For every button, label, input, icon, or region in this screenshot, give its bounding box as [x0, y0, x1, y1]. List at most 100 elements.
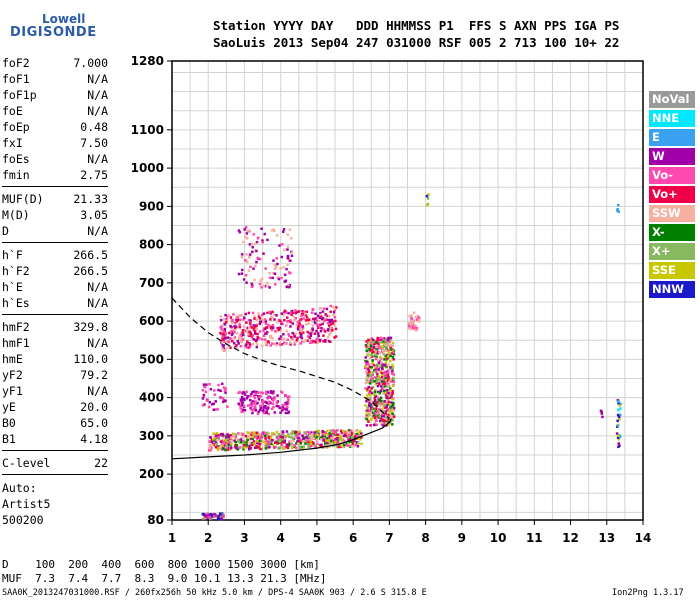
echo-point	[250, 285, 254, 289]
echo-point	[384, 376, 387, 380]
echo-point	[314, 341, 317, 344]
echo-point	[220, 328, 223, 331]
echo-point	[271, 432, 274, 435]
echo-point	[272, 405, 275, 409]
echo-point	[378, 391, 382, 394]
echo-point	[353, 442, 356, 445]
echo-point	[249, 332, 253, 336]
echo-point	[234, 440, 237, 444]
echo-point	[409, 319, 413, 322]
echo-point	[288, 228, 292, 231]
echo-point	[302, 340, 305, 344]
echo-point	[345, 434, 349, 437]
echo-point	[252, 233, 256, 236]
echo-point	[251, 342, 255, 346]
legend-item-nnw: NNW	[649, 281, 695, 298]
echo-point	[229, 337, 232, 340]
echo-point	[239, 407, 242, 410]
x-tick-label: 11	[526, 531, 543, 545]
echo-point	[252, 409, 255, 412]
echo-point	[264, 327, 267, 331]
echo-point	[263, 434, 267, 438]
echo-point	[228, 331, 231, 335]
echo-point	[389, 338, 392, 342]
echo-point	[245, 343, 248, 346]
echo-point	[381, 373, 384, 376]
footer-muf-row: MUF 7.3 7.4 7.7 8.3 9.0 10.1 13.3 21.3 […	[2, 572, 327, 585]
echo-point	[414, 326, 417, 330]
echo-point	[251, 400, 255, 403]
echo-point	[254, 446, 257, 449]
echo-point	[217, 436, 220, 439]
echo-point	[618, 404, 621, 407]
echo-point	[281, 433, 284, 436]
echo-point	[379, 338, 383, 341]
echo-point	[324, 442, 327, 446]
echo-point	[285, 267, 288, 271]
echo-point	[234, 316, 238, 319]
echo-point	[388, 403, 391, 406]
echo-point	[289, 325, 292, 328]
echo-point	[255, 444, 258, 448]
echo-point	[379, 419, 382, 423]
echo-point	[352, 445, 355, 448]
echo-point	[325, 429, 329, 433]
echo-point	[316, 317, 319, 321]
echo-point	[318, 313, 322, 316]
param-key: foE	[2, 104, 23, 118]
echo-point	[370, 387, 373, 390]
param-value: N/A	[87, 280, 108, 294]
echo-point	[268, 272, 271, 275]
echo-point	[305, 323, 308, 326]
echo-point	[275, 440, 279, 443]
echo-point	[304, 442, 307, 445]
echo-point	[252, 324, 256, 327]
echo-point	[315, 439, 319, 442]
echo-point	[282, 333, 285, 336]
echo-point	[366, 406, 369, 409]
echo-point	[371, 371, 375, 374]
echo-point	[336, 439, 340, 442]
echo-point	[229, 319, 233, 322]
echo-point	[376, 372, 379, 376]
echo-point	[391, 363, 394, 367]
echo-point	[266, 407, 269, 411]
echo-point	[281, 405, 285, 409]
echo-point	[209, 513, 212, 516]
echo-point	[615, 432, 619, 435]
echo-point	[254, 400, 257, 403]
echo-point	[278, 244, 281, 247]
echo-point	[249, 324, 253, 327]
echo-point	[211, 513, 214, 516]
echo-point	[317, 326, 320, 330]
echo-point	[296, 434, 299, 438]
echo-point	[375, 353, 378, 357]
echo-point	[376, 363, 380, 366]
y-tick-label: 900	[139, 199, 164, 213]
auto-program: Artist5	[2, 497, 51, 511]
echo-point	[242, 240, 245, 244]
echo-point	[380, 366, 384, 370]
echo-point	[288, 334, 291, 337]
echo-point	[268, 276, 272, 280]
echo-point	[253, 315, 256, 318]
echo-point	[392, 358, 395, 361]
echo-point	[298, 331, 302, 335]
echo-point	[316, 433, 320, 437]
echo-point	[392, 351, 395, 354]
echo-point	[267, 436, 270, 439]
echo-point	[382, 363, 385, 367]
echo-point	[319, 323, 322, 327]
echo-point	[374, 369, 378, 373]
echo-point	[270, 328, 274, 332]
param-key: h`F2	[2, 264, 30, 278]
echo-point	[275, 234, 279, 237]
echo-point	[279, 411, 282, 414]
echo-point	[235, 444, 239, 447]
echo-point	[366, 367, 370, 371]
echo-point	[258, 282, 262, 286]
echo-point	[392, 409, 395, 412]
echo-point	[269, 334, 273, 338]
echo-point	[289, 320, 292, 324]
param-row: M(D) 3.05	[2, 208, 108, 224]
